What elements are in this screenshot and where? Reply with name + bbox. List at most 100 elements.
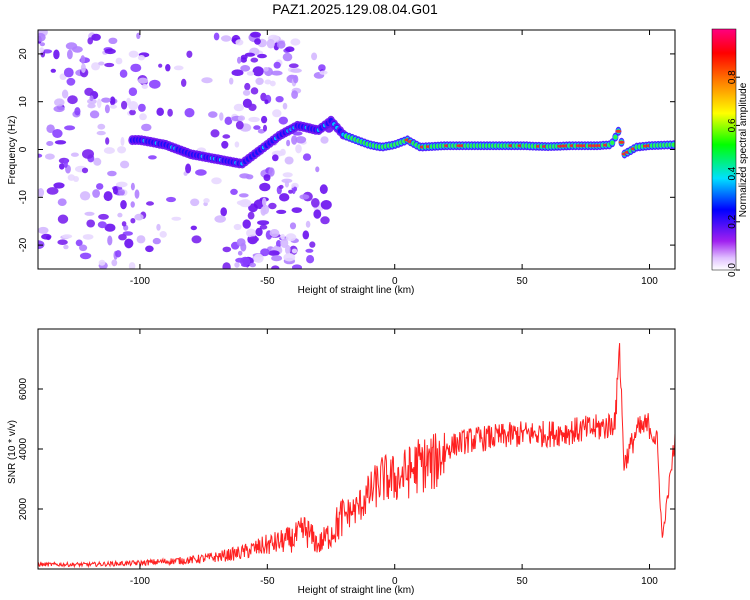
spectrogram-y-ticks: -20 -10 0 10 20 (18, 48, 675, 252)
noise-blob (54, 98, 65, 107)
noise-blob (309, 241, 316, 248)
noise-blob (268, 167, 275, 177)
noise-blob (282, 172, 293, 178)
noise-blob (280, 233, 285, 240)
noise-blob (185, 163, 192, 174)
noise-blob (59, 163, 65, 170)
noise-blob (156, 223, 161, 231)
noise-blob (98, 213, 109, 220)
noise-blob (195, 169, 207, 176)
noise-blob (50, 68, 56, 73)
noise-blob (240, 256, 251, 267)
noise-blob (81, 167, 89, 174)
noise-blob (108, 37, 118, 44)
noise-blob (203, 198, 210, 204)
noise-blob (190, 225, 197, 231)
noise-blob (305, 220, 311, 228)
noise-blob (64, 125, 76, 131)
noise-blob (291, 182, 299, 189)
colorbar: 0.0 0.2 0.4 0.6 0.8 Normalized spectral ampl… (711, 28, 749, 277)
colorbar-tick-label: 0.0 (727, 263, 738, 277)
noise-blob (173, 65, 184, 71)
noise-blob (98, 259, 106, 266)
noise-blob (299, 194, 310, 200)
chart-title: PAZ1.2025.129.08.04.G01 (272, 1, 438, 17)
noise-blob (259, 182, 271, 192)
noise-blob (104, 223, 116, 232)
x-tick-label: -50 (260, 276, 275, 287)
noise-blob (289, 222, 297, 230)
noise-blob (295, 136, 307, 144)
x-tick-label: -50 (260, 576, 275, 587)
noise-blob (39, 42, 46, 47)
noise-blob (57, 214, 69, 224)
noise-blob (84, 87, 94, 96)
noise-blob (264, 99, 269, 105)
colorbar-tick-label: 0.2 (727, 214, 738, 228)
noise-blob (279, 193, 290, 202)
noise-blob (211, 177, 222, 185)
noise-blob (97, 123, 106, 130)
noise-blob (320, 200, 332, 210)
noise-blob (61, 89, 69, 99)
noise-blob (171, 216, 182, 221)
colorbar-tick-label: 0.8 (727, 70, 738, 84)
noise-blob (117, 146, 127, 154)
noise-blob (67, 174, 76, 181)
noise-blob (213, 32, 220, 41)
noise-blob (290, 68, 302, 73)
noise-blob (302, 230, 310, 240)
noise-blob (295, 144, 302, 154)
noise-blob (63, 67, 74, 78)
noise-blob (104, 48, 116, 55)
noise-blob (208, 111, 218, 118)
spectrogram-x-ticks: -100 -50 0 50 100 (130, 30, 658, 287)
noise-blob (39, 47, 44, 53)
noise-blob (134, 189, 140, 199)
noise-blob (74, 107, 81, 116)
noise-blob (122, 231, 133, 236)
noise-blob (103, 191, 113, 202)
noise-blob (269, 229, 280, 238)
noise-blob (87, 98, 97, 105)
y-tick-label: 10 (18, 96, 29, 108)
noise-blob (240, 57, 247, 63)
noise-blob (320, 136, 329, 144)
noise-blob (97, 221, 107, 229)
y-tick-label: 2000 (18, 497, 29, 520)
noise-blob (293, 75, 299, 84)
noise-blob (130, 201, 135, 208)
noise-blob (250, 87, 259, 95)
noise-blob (246, 228, 257, 238)
noise-blob (128, 87, 138, 96)
noise-blob (96, 183, 104, 190)
snr-line (38, 343, 675, 569)
noise-blob (65, 42, 78, 50)
noise-blob (235, 120, 244, 130)
noise-blob (166, 196, 176, 203)
noise-blob (237, 250, 243, 256)
noise-blob (283, 253, 296, 262)
noise-blob (136, 235, 146, 244)
noise-blob (293, 186, 298, 192)
noise-blob (80, 55, 86, 64)
noise-blob (103, 147, 115, 154)
noise-blob (46, 124, 55, 133)
noise-blob (292, 131, 303, 136)
noise-blob (244, 52, 255, 57)
noise-blob (247, 211, 255, 220)
noise-blob (117, 212, 123, 218)
noise-blob (242, 89, 251, 96)
noise-blob (214, 215, 226, 223)
snr-y-ticks: 2000 4000 6000 (18, 377, 675, 520)
noise-blob (291, 135, 298, 145)
noise-blob (41, 233, 52, 240)
noise-blob (234, 262, 240, 268)
snr-panel: -100 -50 0 50 100 2000 4000 6000 Height of str… (7, 328, 676, 596)
noise-blob (280, 238, 289, 248)
noise-blob (282, 52, 293, 62)
noise-blob (38, 188, 45, 197)
noise-blob (236, 238, 246, 247)
x-tick-label: -100 (130, 276, 150, 287)
noise-blob (229, 77, 234, 85)
